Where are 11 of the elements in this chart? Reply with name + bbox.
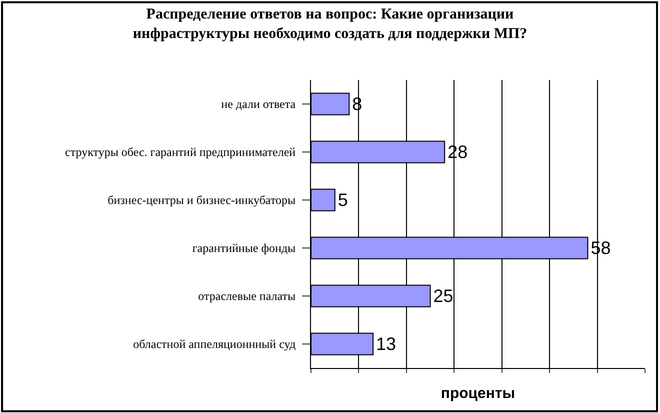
y-tick-label: областной аппеляционнный суд bbox=[133, 337, 296, 352]
y-tick-label: гарантийные фонды bbox=[192, 241, 296, 256]
y-tick-label: отраслевые палаты bbox=[198, 289, 296, 304]
data-label: 13 bbox=[376, 334, 396, 354]
data-label: 25 bbox=[433, 286, 454, 306]
y-tick-label: структуры обес. гарантий предпринимателей bbox=[65, 145, 296, 160]
y-tick-label: бизнес-центры и бизнес-инкубаторы bbox=[108, 193, 296, 208]
chart-title: Распределение ответов на вопрос: Какие организации инфраструктуры необходимо создать для поддержки МП? bbox=[132, 6, 528, 42]
y-tick-label: не дали ответа bbox=[221, 97, 296, 112]
data-label: 5 bbox=[338, 190, 348, 210]
x-axis-title: проценты bbox=[440, 385, 516, 402]
